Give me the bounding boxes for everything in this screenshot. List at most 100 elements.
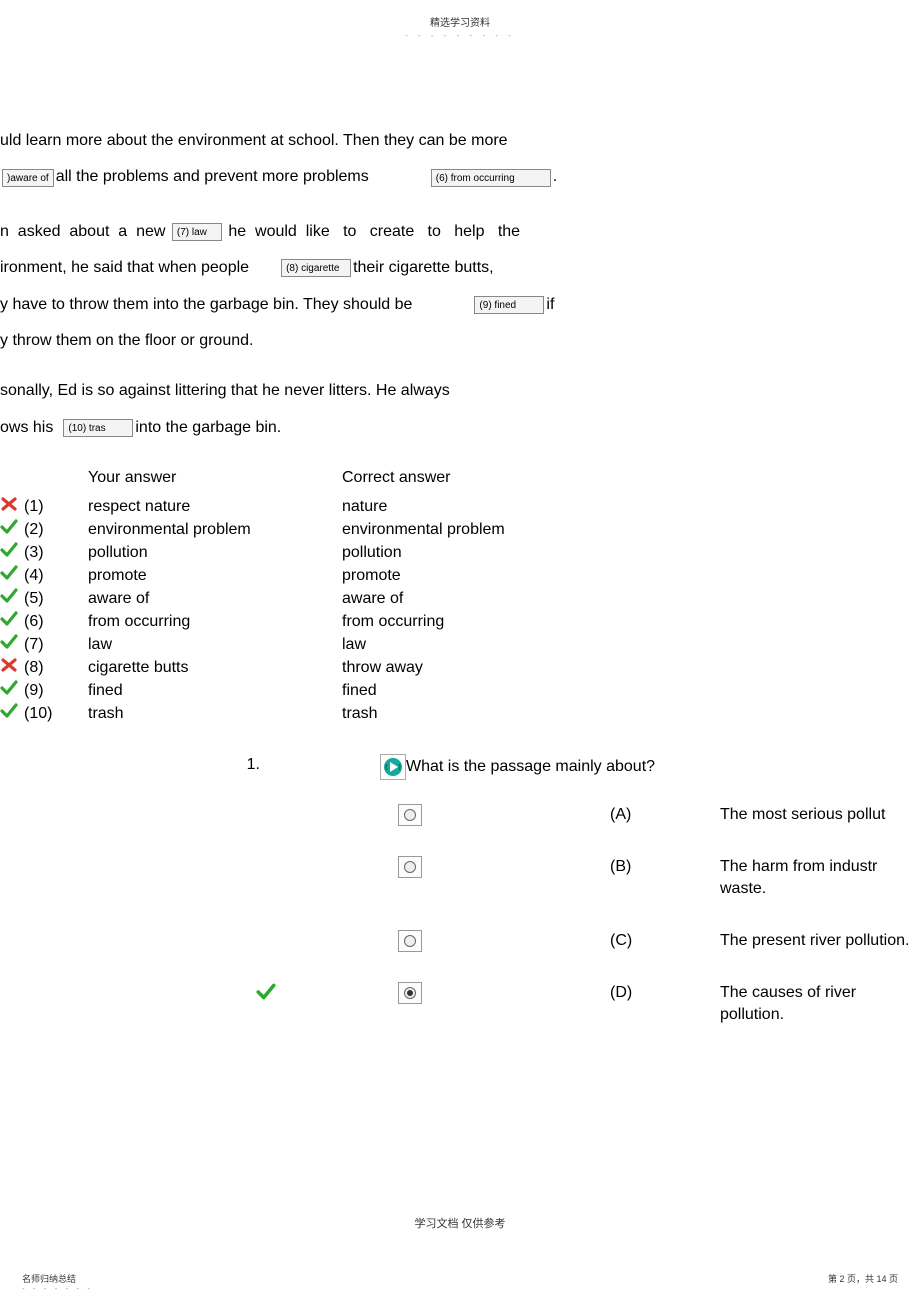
answer-your: aware of: [88, 588, 342, 610]
p6-text: sonally, Ed is so against littering that…: [0, 382, 450, 399]
para-1: uld learn more about the environment at …: [0, 130, 920, 189]
option-text: The most serious pollut: [720, 804, 920, 826]
blank-10[interactable]: (10) tras: [63, 419, 133, 437]
blank-8[interactable]: (8) cigarette: [281, 259, 351, 277]
answer-num: (4): [24, 565, 88, 587]
answer-correct: aware of: [342, 588, 920, 610]
answer-num: (3): [24, 542, 88, 564]
blank-9-text: (9) fined: [479, 299, 516, 313]
blank-5[interactable]: ) aware of: [2, 169, 54, 187]
option-letter: (A): [610, 804, 720, 826]
header-dots: - - - - - - - - -: [0, 31, 920, 40]
answer-correct: environmental problem: [342, 519, 920, 541]
content-area: uld learn more about the environment at …: [0, 130, 920, 1026]
option-radio[interactable]: [390, 930, 610, 952]
answers-table: Your answer Correct answer (1)respect na…: [0, 467, 920, 725]
check-icon: [0, 680, 22, 698]
answer-correct: pollution: [342, 542, 920, 564]
question-block: 1. What is the passage mainly about? (A)…: [0, 754, 920, 1027]
answer-row: (10)trashtrash: [0, 703, 920, 726]
footer-right: 第 2 页，共 14 页: [828, 1272, 898, 1285]
answer-num: (6): [24, 611, 88, 633]
answer-your: pollution: [88, 542, 342, 564]
audio-play-icon[interactable]: [380, 754, 406, 780]
answer-row: (3)pollutionpollution: [0, 542, 920, 565]
option-text: The harm from industr waste.: [720, 856, 920, 900]
blank-6[interactable]: (6) from occurring: [431, 169, 551, 187]
check-icon: [0, 519, 22, 537]
answer-num: (5): [24, 588, 88, 610]
answer-num: (9): [24, 680, 88, 702]
answer-correct: throw away: [342, 657, 920, 679]
options-list: (A)The most serious pollut (B)The harm fr…: [250, 804, 920, 1027]
option-radio[interactable]: [390, 982, 610, 1004]
answer-row: (2)environmental problemenvironmental pr…: [0, 519, 920, 542]
answer-num: (7): [24, 634, 88, 656]
para-7: ows his (10) tras into the garbage bin.: [0, 417, 920, 439]
question-text: What is the passage mainly about?: [406, 757, 655, 774]
answer-row: (4)promotepromote: [0, 565, 920, 588]
answer-your: cigarette butts: [88, 657, 342, 679]
answer-row: (7)lawlaw: [0, 634, 920, 657]
blank-6-text: (6) from occurring: [436, 172, 515, 186]
blank-9[interactable]: (9) fined: [474, 296, 544, 314]
answer-your: from occurring: [88, 611, 342, 633]
answer-your: trash: [88, 703, 342, 725]
header-correct: Correct answer: [342, 467, 920, 489]
option-letter: (C): [610, 930, 720, 952]
p2-pre: n asked about a new: [0, 221, 170, 243]
option-text: The present river pollution.: [720, 930, 920, 952]
footer-center: 学习文档 仅供参考: [0, 1215, 920, 1231]
option-letter: (D): [610, 982, 720, 1004]
check-icon: [0, 611, 22, 629]
blank-7[interactable]: (7) law: [172, 223, 222, 241]
cross-icon: [0, 657, 22, 675]
p1-pre: uld learn more about the environment at …: [0, 130, 508, 152]
answer-row: (6)from occurringfrom occurring: [0, 611, 920, 634]
blank-8-text: (8) cigarette: [286, 262, 339, 276]
cross-icon: [0, 496, 22, 514]
check-icon: [0, 542, 22, 560]
option-radio[interactable]: [390, 804, 610, 826]
p4-pre: y have to throw them into the garbage bi…: [0, 294, 412, 316]
answer-row: (1)respect naturenature: [0, 496, 920, 519]
p4-end: if: [546, 294, 554, 316]
para-5: y throw them on the floor or ground.: [0, 330, 920, 352]
footer-left-dots: - - - - - - -: [22, 1284, 93, 1293]
check-icon: [256, 982, 276, 1002]
blank-10-text: (10) tras: [68, 422, 105, 436]
p7-pre: ows his: [0, 417, 53, 439]
answer-row: (5)aware ofaware of: [0, 588, 920, 611]
answer-your: law: [88, 634, 342, 656]
header-your: Your answer: [88, 467, 342, 489]
check-icon: [0, 565, 22, 583]
check-icon: [0, 634, 22, 652]
answer-correct: from occurring: [342, 611, 920, 633]
answer-correct: fined: [342, 680, 920, 702]
answer-correct: law: [342, 634, 920, 656]
blank-5-text: aware of: [10, 172, 48, 186]
answer-row: (9)finedfined: [0, 680, 920, 703]
answer-num: (1): [24, 496, 88, 518]
answer-correct: promote: [342, 565, 920, 587]
answer-your: promote: [88, 565, 342, 587]
answer-correct: nature: [342, 496, 920, 518]
para-4: y have to throw them into the garbage bi…: [0, 294, 920, 316]
header-title: 精选学习资料: [0, 0, 920, 29]
answer-num: (2): [24, 519, 88, 541]
option-text: The causes of river pollution.: [720, 982, 920, 1026]
p3-pre: ironment, he said that when people: [0, 257, 249, 279]
option-radio[interactable]: [390, 856, 610, 878]
option-letter: (B): [610, 856, 720, 878]
check-icon: [0, 588, 22, 606]
p5-text: y throw them on the floor or ground.: [0, 332, 253, 349]
p2-mid: he would like to create to help the: [224, 221, 520, 243]
p3-end: their cigarette butts,: [353, 257, 494, 279]
answer-row: (8)cigarette buttsthrow away: [0, 657, 920, 680]
check-icon: [0, 703, 22, 721]
p1-mid: all the problems and prevent more proble…: [56, 166, 369, 188]
answer-your: fined: [88, 680, 342, 702]
p1-end: .: [553, 166, 557, 188]
para-3: ironment, he said that when people (8) c…: [0, 257, 920, 279]
para-2: n asked about a new (7) law he would lik…: [0, 221, 920, 243]
